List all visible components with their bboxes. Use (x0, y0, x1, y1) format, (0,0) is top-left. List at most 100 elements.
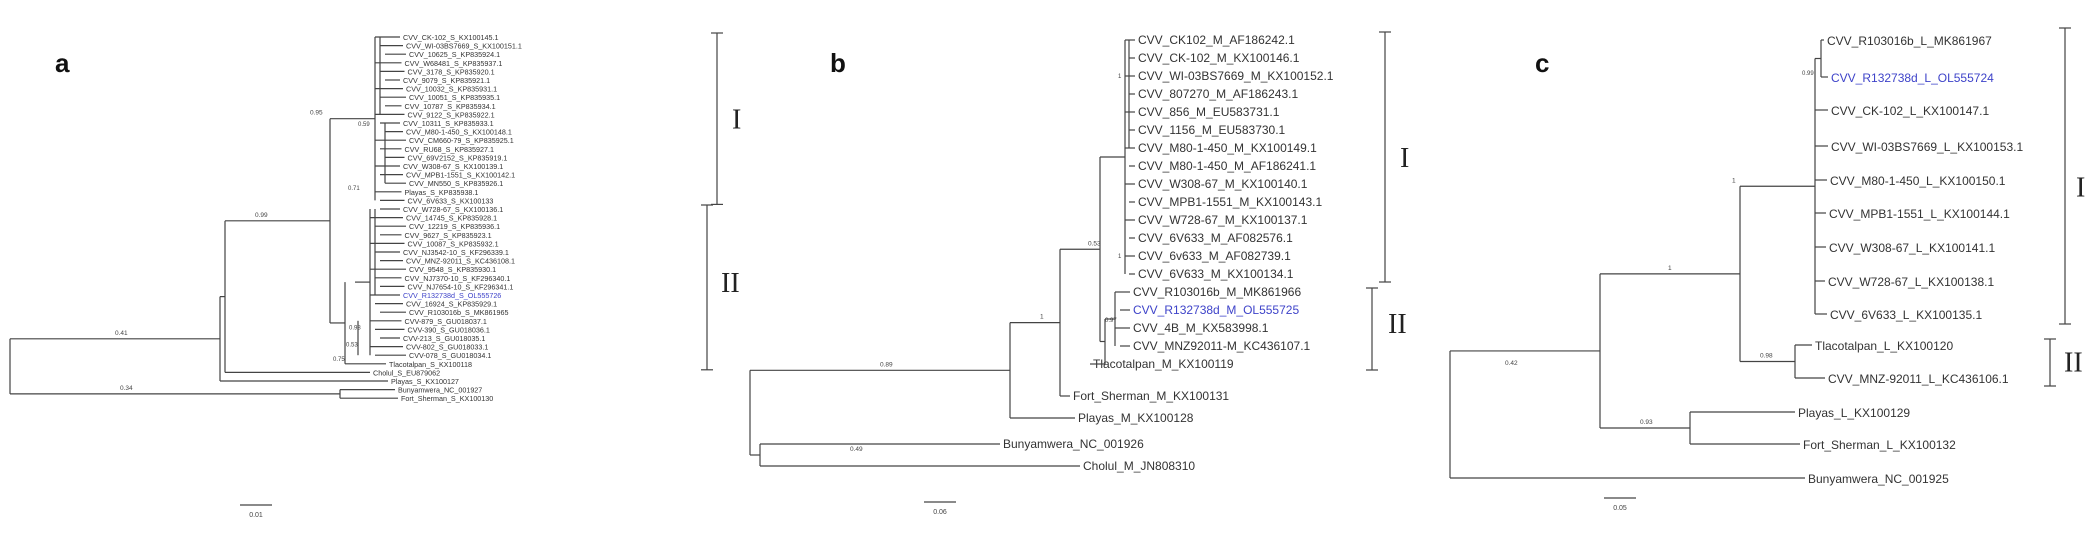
support-value: 0.99 (255, 212, 268, 219)
support-value: 0.97 (1105, 318, 1117, 324)
leaf-label-c-6: CVV_MPB1-1551_L_KX100144.1 (1829, 207, 2010, 221)
support-value: 1 (1668, 265, 1672, 272)
leaf-label-a-12: CVV_M80-1-450_S_KX100148.1 (406, 128, 512, 137)
leaf-label-c-2: CVV_R132738d_L_OL555724 (1831, 71, 1994, 85)
leaf-label-a-5: CVV_3178_S_KP835920.1 (408, 67, 495, 76)
support-value: 0.71 (348, 186, 360, 192)
leaf-label-a-31: CVV_R132738d_S_OL555726 (403, 291, 501, 300)
support-value: 0.53 (346, 343, 358, 349)
support-value: 0.59 (358, 122, 370, 128)
support-value: 1 (1040, 314, 1044, 321)
support-value: 0.93 (1640, 419, 1653, 426)
leaf-label-b-10: CVV_MPB1-1551_M_KX100143.1 (1138, 195, 1322, 209)
support-value: 0.75 (333, 357, 345, 363)
leaf-label-c-14: Bunyamwera_NC_001925 (1808, 472, 1949, 486)
clade-label-a-I: I (732, 105, 741, 136)
support-value: 0.89 (880, 361, 893, 368)
leaf-label-c-13: Fort_Sherman_L_KX100132 (1803, 438, 1956, 452)
leaf-label-a-13: CVV_CM660-79_S_KP835925.1 (409, 136, 514, 145)
leaf-label-a-23: CVV_12219_S_KP835936.1 (409, 222, 500, 231)
leaf-label-b-20: Fort_Sherman_M_KX100131 (1073, 389, 1229, 403)
leaf-label-b-22: Bunyamwera_NC_001926 (1003, 437, 1144, 451)
leaf-label-a-25: CVV_10087_S_KP835932.1 (408, 239, 499, 248)
leaf-label-a-14: CVV_RU68_S_KP835927.1 (405, 145, 495, 154)
support-value: 0.41 (115, 330, 128, 337)
leaf-label-a-29: CVV_NJ7370-10_S_KF296340.1 (405, 274, 511, 283)
leaf-label-a-17: CVV_MPB1-1551_S_KX100142.1 (406, 171, 515, 180)
leaf-label-a-2: CVV_WI-03BS7669_S_KX100151.1 (406, 42, 522, 51)
leaf-label-b-8: CVV_M80-1-450_M_AF186241.1 (1138, 159, 1316, 173)
support-value: 0.34 (120, 385, 133, 392)
leaf-label-b-1: CVV_CK102_M_AF186242.1 (1138, 33, 1295, 47)
clade-label-c-II: II (2064, 348, 2083, 379)
leaf-label-c-1: CVV_R103016b_L_MK861967 (1827, 34, 1992, 48)
leaf-label-a-24: CVV_9627_S_KP835923.1 (405, 231, 492, 240)
panel-letter-c: c (1535, 48, 1549, 78)
leaf-label-b-19: Tlacotalpan_M_KX100119 (1093, 357, 1234, 371)
leaf-label-a-6: CVV_9079_S_KP835921.1 (403, 76, 490, 85)
leaf-label-b-4: CVV_807270_M_AF186243.1 (1138, 87, 1298, 101)
leaf-label-b-16: CVV_R132738d_M_OL555725 (1133, 303, 1299, 317)
panel-letter-b: b (830, 48, 846, 78)
leaf-label-a-35: CVV-390_S_GU018036.1 (408, 325, 490, 334)
leaf-label-b-7: CVV_M80-1-450_M_KX100149.1 (1138, 141, 1317, 155)
support-value: 0.98 (1760, 353, 1773, 360)
leaf-label-a-15: CVV_69V2152_S_KP835919.1 (408, 153, 508, 162)
leaf-label-a-19: Playas_S_KP835938.1 (405, 188, 479, 197)
leaf-label-a-42: Bunyamwera_NC_001927 (398, 386, 482, 395)
leaf-label-a-40: Cholul_S_EU879062 (373, 368, 440, 377)
leaf-label-a-8: CVV_10051_S_KP835935.1 (409, 93, 500, 102)
panel-c-tree: c CVV_R103016b_L_MK861967 CVV_R132738d_L_O… (1449, 27, 2085, 512)
leaf-label-b-13: CVV_6v633_M_AF082739.1 (1138, 249, 1291, 263)
leaf-label-c-4: CVV_WI-03BS7669_L_KX100153.1 (1831, 140, 2023, 154)
leaf-label-b-2: CVV_CK-102_M_KX100146.1 (1138, 51, 1300, 65)
leaf-label-a-21: CVV_W728-67_S_KX100136.1 (403, 205, 503, 214)
leaf-label-a-16: CVV_W308-67_S_KX100139.1 (403, 162, 503, 171)
leaf-label-a-11: CVV_10311_S_KP835933.1 (403, 119, 494, 128)
leaf-label-a-4: CVV_W68481_S_KP835937.1 (405, 59, 503, 68)
leaf-label-a-34: CVV-879_S_GU018037.1 (405, 317, 487, 326)
support-value: 0.98 (349, 325, 361, 331)
leaf-label-a-30: CVV_NJ7654-10_S_KF296341.1 (408, 282, 514, 291)
leaf-label-a-9: CVV_10787_S_KP835934.1 (405, 102, 496, 111)
leaf-label-a-33: CVV_R103016b_S_MK861965 (409, 308, 509, 317)
panel-letter-a: a (55, 48, 70, 78)
leaf-label-b-12: CVV_6V633_M_AF082576.1 (1138, 231, 1293, 245)
support-value: 0.99 (1802, 71, 1814, 77)
leaf-label-c-5: CVV_M80-1-450_L_KX100150.1 (1830, 174, 2006, 188)
leaf-label-b-9: CVV_W308-67_M_KX100140.1 (1138, 177, 1308, 191)
leaf-label-a-38: CVV-078_S_GU018034.1 (409, 351, 491, 360)
support-value: 0.95 (310, 110, 323, 117)
support-value: 1 (1118, 74, 1122, 80)
leaf-label-b-11: CVV_W728-67_M_KX100137.1 (1138, 213, 1308, 227)
leaf-label-b-14: CVV_6V633_M_KX100134.1 (1138, 267, 1294, 281)
leaf-label-a-10: CVV_9122_S_KP835922.1 (408, 110, 495, 119)
support-value: 1 (1118, 254, 1122, 260)
leaf-label-c-8: CVV_W728-67_L_KX100138.1 (1828, 275, 1994, 289)
scale-label-a: 0.01 (249, 512, 263, 519)
clade-label-b-II: II (1388, 309, 1407, 340)
leaf-label-c-10: Tlacotalpan_L_KX100120 (1815, 339, 1953, 353)
leaf-label-a-27: CVV_MNZ-92011_S_KC436108.1 (406, 257, 515, 266)
scale-label-c: 0.05 (1613, 505, 1627, 512)
leaf-label-c-12: Playas_L_KX100129 (1798, 406, 1910, 420)
leaf-label-a-7: CVV_10032_S_KP835931.1 (406, 85, 497, 94)
leaf-label-b-15: CVV_R103016b_M_MK861966 (1133, 285, 1301, 299)
leaf-label-b-5: CVV_856_M_EU583731.1 (1138, 105, 1280, 119)
leaf-label-c-11: CVV_MNZ-92011_L_KC436106.1 (1828, 372, 2009, 386)
leaf-label-a-41: Playas_S_KX100127 (391, 377, 459, 386)
leaf-label-a-18: CVV_MN550_S_KP835926.1 (409, 179, 503, 188)
leaf-label-a-39: Tlacotalpan_S_KX100118 (389, 360, 472, 369)
clade-label-a-II: II (721, 268, 740, 299)
leaf-label-a-20: CVV_6V633_S_KX100133 (408, 196, 494, 205)
support-value: 0.53 (1088, 240, 1101, 247)
leaf-label-b-17: CVV_4B_M_KX583998.1 (1133, 321, 1269, 335)
leaf-label-b-18: CVV_MNZ92011-M_KC436107.1 (1133, 339, 1311, 353)
panel-a-tree: a CVV_CK-102_S_KX100145.1CVV_WI-03BS7669_… (9, 32, 741, 519)
panel-b-tree: b CVV_CK102_M_AF186242.1 CVV_CK-102_M_KX10… (749, 31, 1409, 516)
leaf-label-a-32: CVV_16924_S_KP835929.1 (406, 300, 497, 309)
clade-label-b-I: I (1400, 143, 1409, 174)
leaf-label-c-7: CVV_W308-67_L_KX100141.1 (1829, 241, 1995, 255)
leaf-label-a-22: CVV_14745_S_KP835928.1 (406, 214, 497, 223)
